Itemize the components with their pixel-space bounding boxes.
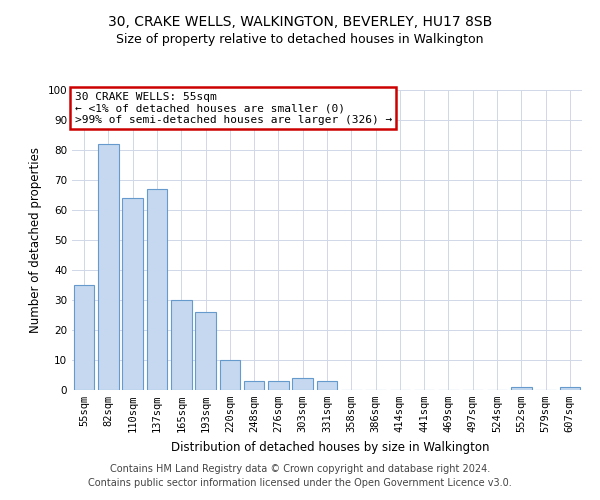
Bar	[146, 189, 167, 390]
Bar	[171, 300, 191, 390]
Bar	[244, 381, 265, 390]
Bar	[74, 285, 94, 390]
Text: Size of property relative to detached houses in Walkington: Size of property relative to detached ho…	[116, 32, 484, 46]
Text: 30 CRAKE WELLS: 55sqm
← <1% of detached houses are smaller (0)
>99% of semi-deta: 30 CRAKE WELLS: 55sqm ← <1% of detached …	[74, 92, 392, 124]
Bar	[220, 360, 240, 390]
Text: Contains HM Land Registry data © Crown copyright and database right 2024.
Contai: Contains HM Land Registry data © Crown c…	[88, 464, 512, 487]
Text: Distribution of detached houses by size in Walkington: Distribution of detached houses by size …	[171, 441, 489, 454]
Bar	[122, 198, 143, 390]
Bar	[511, 387, 532, 390]
Bar	[317, 381, 337, 390]
Bar	[560, 387, 580, 390]
Bar	[292, 378, 313, 390]
Bar	[268, 381, 289, 390]
Bar	[98, 144, 119, 390]
Text: 30, CRAKE WELLS, WALKINGTON, BEVERLEY, HU17 8SB: 30, CRAKE WELLS, WALKINGTON, BEVERLEY, H…	[108, 15, 492, 29]
Bar	[195, 312, 216, 390]
Y-axis label: Number of detached properties: Number of detached properties	[29, 147, 42, 333]
